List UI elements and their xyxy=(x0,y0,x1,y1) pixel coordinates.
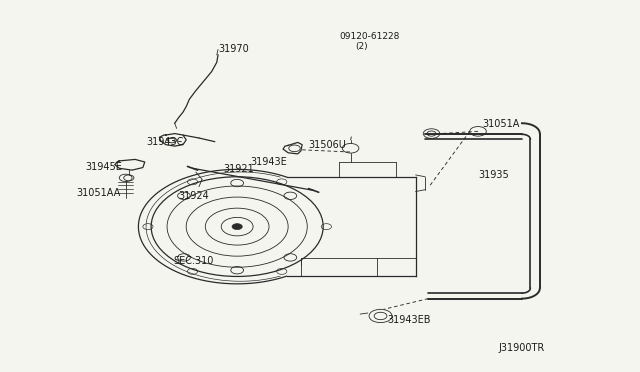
Text: J31900TR: J31900TR xyxy=(499,343,545,353)
Text: 09120-61228: 09120-61228 xyxy=(339,32,399,41)
Text: SEC.310: SEC.310 xyxy=(173,256,214,266)
Text: 31943E: 31943E xyxy=(250,157,287,167)
Text: 31506U: 31506U xyxy=(308,140,346,150)
Text: 31924: 31924 xyxy=(179,190,209,201)
Text: 31943C: 31943C xyxy=(147,137,184,147)
Text: 31051A: 31051A xyxy=(483,119,520,129)
Circle shape xyxy=(232,224,243,230)
Text: 31051AA: 31051AA xyxy=(77,188,121,198)
Text: 31945E: 31945E xyxy=(86,162,122,172)
Text: 31921: 31921 xyxy=(223,164,254,174)
Text: (2): (2) xyxy=(355,42,367,51)
Text: 31935: 31935 xyxy=(478,170,509,180)
Text: 31943EB: 31943EB xyxy=(388,315,431,325)
Text: 31970: 31970 xyxy=(218,44,249,54)
